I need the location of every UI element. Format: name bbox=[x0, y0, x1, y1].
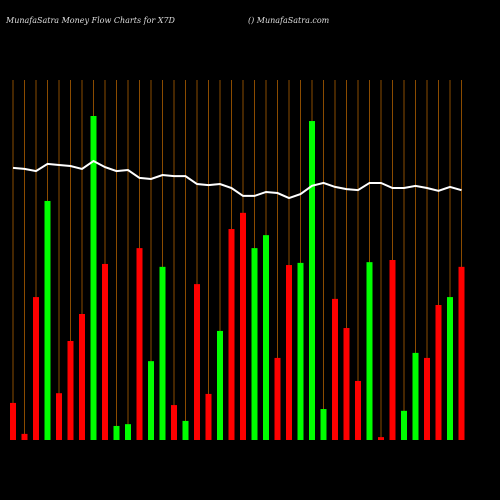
bar bbox=[274, 357, 281, 440]
bar bbox=[458, 266, 465, 440]
bar bbox=[228, 229, 235, 440]
bar bbox=[194, 284, 200, 440]
bar bbox=[10, 402, 16, 440]
bar bbox=[148, 361, 154, 440]
bar bbox=[90, 116, 97, 440]
bar bbox=[424, 357, 430, 440]
bar bbox=[21, 433, 28, 440]
bar bbox=[67, 341, 74, 440]
bar bbox=[240, 212, 246, 440]
bar bbox=[309, 121, 315, 440]
bar bbox=[125, 424, 131, 440]
chart-subtitle: () MunafaSatra.com bbox=[248, 16, 330, 25]
bar bbox=[447, 297, 453, 440]
bar bbox=[33, 297, 39, 440]
bar bbox=[217, 330, 223, 440]
bar bbox=[102, 263, 108, 440]
bar bbox=[378, 437, 384, 440]
bar bbox=[401, 410, 407, 440]
bar bbox=[320, 409, 327, 440]
bar bbox=[332, 298, 338, 440]
bar bbox=[435, 305, 442, 440]
bar bbox=[159, 266, 166, 440]
bar bbox=[286, 265, 292, 440]
bar bbox=[251, 248, 258, 440]
bar bbox=[205, 393, 212, 440]
bar bbox=[412, 352, 419, 440]
bar bbox=[79, 314, 85, 440]
bar bbox=[171, 405, 177, 440]
bar bbox=[366, 262, 373, 440]
bar bbox=[44, 200, 51, 440]
bar bbox=[182, 420, 189, 440]
chart-title: MunafaSatra Money Flow Charts for X7D bbox=[5, 16, 176, 25]
bar bbox=[297, 262, 304, 440]
bar bbox=[389, 260, 396, 440]
bar bbox=[113, 425, 120, 440]
bar bbox=[263, 235, 269, 440]
bar bbox=[56, 393, 62, 440]
bar bbox=[355, 380, 361, 440]
bar bbox=[136, 248, 143, 440]
flow-line bbox=[12, 159, 462, 200]
bar bbox=[343, 328, 350, 440]
